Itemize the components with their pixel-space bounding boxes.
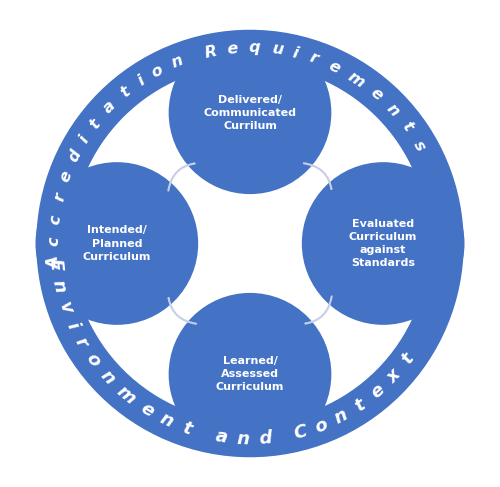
Circle shape — [72, 65, 428, 422]
Text: d: d — [258, 429, 272, 448]
Text: n: n — [332, 406, 351, 428]
Text: Delivered/
Communicated
Currilum: Delivered/ Communicated Currilum — [204, 94, 296, 131]
Text: A: A — [48, 257, 64, 271]
Circle shape — [168, 293, 332, 456]
Text: a: a — [100, 98, 118, 116]
FancyArrowPatch shape — [304, 163, 332, 189]
Text: u: u — [270, 41, 283, 58]
Text: Learned/
Assessed
Curriculum: Learned/ Assessed Curriculum — [216, 356, 284, 393]
Text: m: m — [113, 382, 139, 408]
Text: e: e — [137, 399, 157, 421]
Text: t: t — [352, 395, 369, 415]
Text: C: C — [292, 422, 308, 443]
Circle shape — [36, 162, 198, 325]
Text: v: v — [55, 300, 76, 317]
Text: n: n — [384, 100, 402, 119]
Text: i: i — [76, 133, 92, 146]
Text: n: n — [49, 278, 70, 295]
Text: t: t — [86, 116, 104, 132]
FancyArrowPatch shape — [168, 298, 196, 324]
Text: o: o — [148, 62, 166, 81]
Text: q: q — [249, 40, 260, 56]
Text: d: d — [66, 148, 84, 165]
Text: m: m — [345, 69, 368, 90]
Text: n: n — [156, 410, 176, 431]
Text: i: i — [63, 318, 82, 332]
Text: a: a — [214, 427, 228, 447]
Text: r: r — [307, 50, 320, 67]
FancyArrowPatch shape — [306, 297, 332, 323]
Text: c: c — [48, 214, 64, 225]
Text: o: o — [312, 415, 330, 436]
Text: t: t — [399, 119, 415, 134]
Text: e: e — [226, 41, 238, 56]
Text: n: n — [236, 430, 250, 448]
Text: r: r — [52, 192, 68, 203]
Text: E: E — [46, 258, 65, 272]
Text: t: t — [398, 350, 417, 368]
Circle shape — [37, 31, 463, 456]
Text: x: x — [383, 366, 404, 387]
Text: r: r — [71, 334, 91, 350]
Text: Evaluated
Curriculum
against
Standards: Evaluated Curriculum against Standards — [349, 219, 418, 268]
Text: s: s — [410, 137, 428, 153]
Text: i: i — [291, 45, 300, 61]
Text: n: n — [96, 367, 118, 388]
Text: i: i — [134, 74, 147, 89]
Text: c: c — [47, 237, 62, 246]
Text: o: o — [82, 350, 104, 371]
Text: e: e — [368, 85, 386, 104]
Circle shape — [302, 162, 464, 325]
FancyArrowPatch shape — [168, 164, 194, 190]
Text: e: e — [368, 381, 388, 402]
Text: e: e — [326, 57, 342, 76]
Text: n: n — [169, 53, 185, 71]
Text: t: t — [180, 419, 194, 439]
Text: R: R — [203, 43, 218, 60]
Text: e: e — [58, 169, 75, 184]
Text: Intended/
Planned
Curriculum: Intended/ Planned Curriculum — [82, 225, 151, 262]
Circle shape — [168, 31, 332, 194]
Text: t: t — [118, 84, 134, 100]
